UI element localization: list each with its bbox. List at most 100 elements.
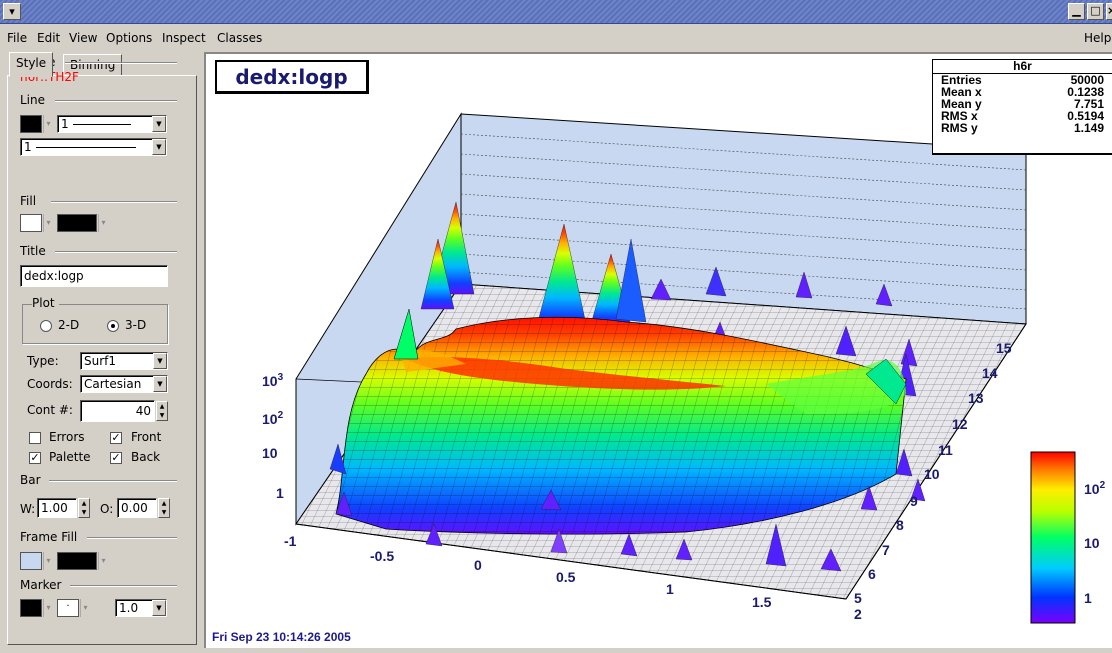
menu-inspect[interactable]: Inspect bbox=[162, 31, 206, 45]
type-label: Type: bbox=[27, 354, 59, 368]
type-combo[interactable]: Surf1 ▼ bbox=[80, 352, 168, 370]
title-divider bbox=[55, 251, 177, 253]
y-tick: 10 bbox=[924, 466, 940, 482]
palette-tick: 1 bbox=[1084, 590, 1092, 606]
menu-edit[interactable]: Edit bbox=[37, 31, 61, 45]
palette-color-bar[interactable] bbox=[1030, 451, 1076, 624]
cont-spinner[interactable]: ▲ ▼ bbox=[156, 401, 168, 421]
menu-help[interactable]: Help bbox=[1084, 31, 1112, 45]
close-button[interactable]: × bbox=[1106, 3, 1112, 20]
marker-style-swatch[interactable]: · bbox=[57, 599, 79, 617]
menu-view[interactable]: View bbox=[69, 31, 98, 45]
x-tick: -0.5 bbox=[370, 548, 394, 564]
style-tab-body bbox=[7, 75, 197, 645]
y-tick: 15 bbox=[996, 340, 1012, 356]
maximize-button[interactable]: □ bbox=[1087, 3, 1104, 20]
palette-ticks: 1 10 102 bbox=[1084, 480, 1106, 606]
plot-label: Plot bbox=[32, 296, 59, 310]
marker-size-combo[interactable]: 1.0 ▼ bbox=[115, 599, 167, 617]
palette-checkbox[interactable]: ✓ bbox=[29, 451, 41, 464]
fill-divider bbox=[51, 201, 177, 203]
fill-label: Fill bbox=[20, 194, 41, 208]
stats-row: Entries 50000 bbox=[941, 73, 1104, 87]
title-input[interactable]: dedx:logp bbox=[20, 265, 168, 287]
frame-fill-pattern-arrow-icon[interactable]: ▾ bbox=[98, 552, 108, 570]
coords-value: Cartesian bbox=[84, 377, 142, 391]
line-color-swatch[interactable] bbox=[20, 115, 42, 133]
tab-style[interactable]: Style bbox=[9, 52, 54, 77]
coords-combo[interactable]: Cartesian ▼ bbox=[80, 375, 168, 393]
bar-width-spinner[interactable]: ▲ ▼ bbox=[78, 498, 90, 518]
fill-pattern-arrow-icon[interactable]: ▾ bbox=[98, 214, 108, 232]
back-checkbox[interactable]: ✓ bbox=[110, 451, 122, 464]
line-width-combo[interactable]: 1 ▼ bbox=[57, 115, 167, 133]
plot-2d-radio[interactable] bbox=[40, 320, 52, 332]
line-divider bbox=[55, 100, 177, 102]
stats-row: Mean y 7.751 bbox=[941, 97, 1104, 111]
fill-pattern-swatch[interactable] bbox=[57, 214, 97, 232]
pad-title[interactable]: dedx:logp bbox=[215, 60, 369, 94]
menu-bar: File Edit View Options Inspect Classes H… bbox=[0, 25, 1112, 49]
z-tick-100: 102 bbox=[262, 410, 284, 427]
type-value: Surf1 bbox=[84, 354, 117, 368]
x-tick: 0 bbox=[474, 557, 482, 573]
stats-box[interactable]: h6r Entries 50000 Mean x 0.1238 Mean y 7.75… bbox=[932, 59, 1112, 155]
x-axis-ticks: -1 -0.5 0 0.5 1 1.5 2 bbox=[284, 533, 862, 622]
plot-3d-radio[interactable] bbox=[107, 320, 119, 332]
menu-options[interactable]: Options bbox=[106, 31, 153, 45]
marker-size-value: 1.0 bbox=[119, 601, 139, 615]
fill-color-arrow-icon[interactable]: ▾ bbox=[43, 214, 53, 232]
back-spikes bbox=[420, 201, 918, 403]
chevron-down-icon[interactable]: ▼ bbox=[153, 376, 167, 392]
window-title-bar[interactable]: ▾ ▁ □ × bbox=[0, 0, 1112, 24]
plot-canvas[interactable]: 103 102 10 1 -1 -0.5 0 0.5 1 1.5 2 5 6 7… bbox=[204, 52, 1112, 648]
menu-file[interactable]: File bbox=[7, 31, 28, 45]
marker-color-arrow-icon[interactable]: ▾ bbox=[43, 599, 53, 617]
bar-offset-input[interactable]: 0.00 bbox=[117, 498, 157, 518]
x-tick: 2 bbox=[854, 606, 862, 622]
bar-width-input[interactable]: 1.00 bbox=[37, 498, 77, 518]
bar-offset-spinner[interactable]: ▲ ▼ bbox=[158, 498, 170, 518]
bar-o-label: O: bbox=[100, 502, 114, 516]
y-tick: 13 bbox=[968, 390, 984, 406]
tab-binning[interactable]: Binning bbox=[63, 54, 123, 76]
bar-divider bbox=[49, 480, 177, 482]
errors-checkbox[interactable] bbox=[29, 432, 41, 444]
chevron-down-icon[interactable]: ▼ bbox=[152, 116, 166, 132]
stats-row: RMS x 0.5194 bbox=[941, 109, 1104, 123]
line-width-sample bbox=[72, 124, 131, 125]
lego-plot-svg[interactable]: 103 102 10 1 -1 -0.5 0 0.5 1 1.5 2 5 6 7… bbox=[206, 54, 1112, 648]
y-axis-line bbox=[845, 323, 1027, 600]
menu-classes[interactable]: Classes bbox=[217, 31, 263, 45]
line-style-sample bbox=[35, 147, 136, 148]
frame-fill-color-swatch[interactable] bbox=[20, 552, 42, 570]
frame-fill-label: Frame Fill bbox=[20, 530, 82, 544]
chevron-down-icon[interactable]: ▼ bbox=[153, 353, 167, 369]
cont-label: Cont #: bbox=[27, 403, 73, 417]
system-menu-icon[interactable]: ▾ bbox=[3, 3, 21, 20]
surface-body bbox=[335, 308, 907, 535]
y-tick: 7 bbox=[882, 542, 890, 558]
x-tick: 1 bbox=[666, 581, 674, 597]
palette-label: Palette bbox=[49, 450, 91, 464]
window-bottom-border bbox=[0, 648, 1112, 653]
palette-tick: 10 bbox=[1084, 535, 1100, 551]
chevron-down-icon[interactable]: ▼ bbox=[152, 139, 166, 155]
line-color-arrow-icon[interactable]: ▾ bbox=[43, 115, 53, 133]
chevron-down-icon[interactable]: ▼ bbox=[152, 600, 166, 616]
marker-color-swatch[interactable] bbox=[20, 599, 42, 617]
stats-row: RMS y 1.149 bbox=[941, 121, 1104, 135]
cont-input[interactable]: 40 bbox=[80, 400, 155, 422]
plot-group-box bbox=[22, 304, 168, 344]
front-checkbox[interactable]: ✓ bbox=[110, 431, 122, 444]
frame-fill-color-arrow-icon[interactable]: ▾ bbox=[43, 552, 53, 570]
z-tick-10: 10 bbox=[262, 445, 278, 461]
front-spikes bbox=[329, 443, 926, 572]
line-style-combo[interactable]: 1 ▼ bbox=[20, 138, 167, 156]
minimize-button[interactable]: ▁ bbox=[1068, 3, 1085, 20]
fill-color-swatch[interactable] bbox=[20, 214, 42, 232]
marker-style-arrow-icon[interactable]: ▾ bbox=[80, 599, 90, 617]
x-tick: 0.5 bbox=[556, 569, 576, 585]
marker-divider bbox=[70, 585, 177, 587]
frame-fill-pattern-swatch[interactable] bbox=[57, 552, 97, 570]
